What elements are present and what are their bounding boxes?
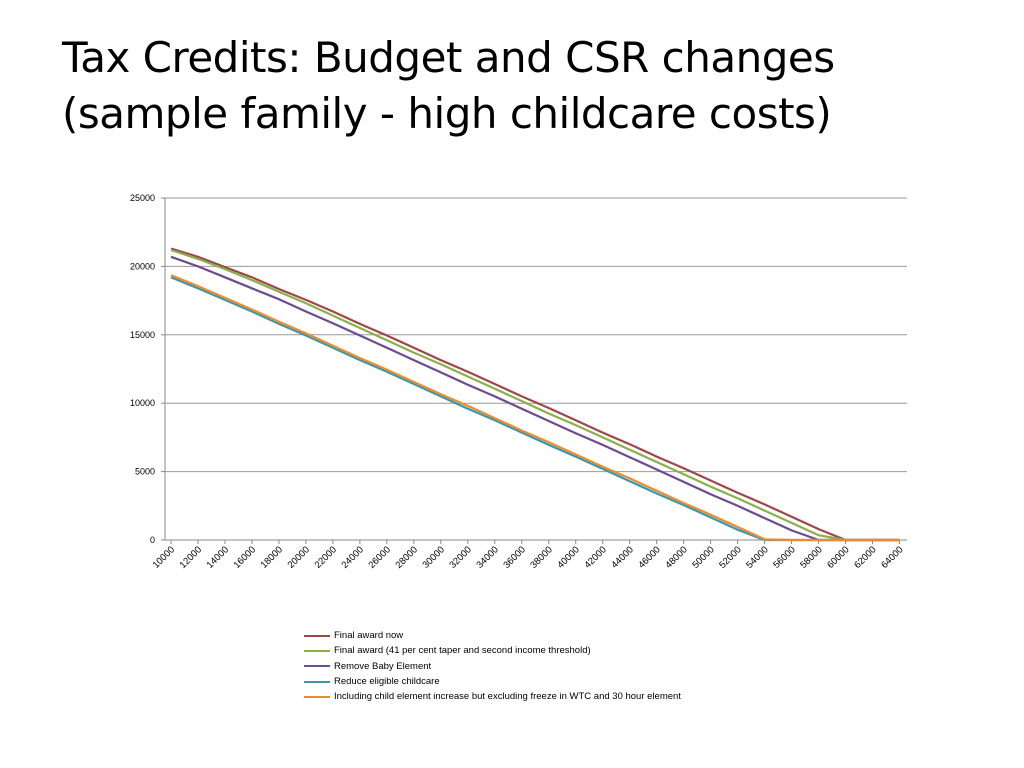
series-line-4 bbox=[170, 276, 900, 542]
legend-item: Final award now bbox=[304, 628, 681, 643]
series-line-3 bbox=[170, 255, 900, 542]
x-tick-label: 48000 bbox=[663, 544, 689, 570]
x-tick-label: 26000 bbox=[367, 544, 393, 570]
x-tick-label: 34000 bbox=[474, 544, 500, 570]
y-tick-label: 15000 bbox=[130, 330, 155, 340]
x-tick-label: 24000 bbox=[340, 544, 366, 570]
x-tick-label: 50000 bbox=[690, 544, 716, 570]
x-tick-label: 30000 bbox=[420, 544, 446, 570]
x-tick-label: 28000 bbox=[393, 544, 419, 570]
x-tick-label: 46000 bbox=[636, 544, 662, 570]
legend-label: Reduce eligible childcare bbox=[334, 676, 440, 688]
x-tick-label: 54000 bbox=[744, 544, 770, 570]
x-tick-label: 22000 bbox=[313, 544, 339, 570]
legend-item: Including child element increase but exc… bbox=[304, 689, 681, 704]
y-tick-label: 25000 bbox=[130, 193, 155, 203]
chart-legend: Final award now Final award (41 per cent … bbox=[304, 628, 681, 704]
series-line-5 bbox=[170, 274, 900, 542]
series-line-1 bbox=[170, 247, 900, 542]
x-tick-label: 42000 bbox=[582, 544, 608, 570]
x-tick-label: 32000 bbox=[447, 544, 473, 570]
x-tick-label: 12000 bbox=[178, 544, 204, 570]
legend-item: Final award (41 per cent taper and secon… bbox=[304, 643, 681, 658]
x-tick-label: 64000 bbox=[879, 544, 905, 570]
x-tick-label: 56000 bbox=[771, 544, 797, 570]
x-tick-label: 40000 bbox=[555, 544, 581, 570]
x-tick-label: 44000 bbox=[609, 544, 635, 570]
y-tick-label: 10000 bbox=[130, 398, 155, 408]
x-tick-label: 58000 bbox=[798, 544, 824, 570]
y-tick-label: 5000 bbox=[135, 467, 155, 477]
legend-swatch bbox=[304, 649, 330, 652]
x-tick-label: 14000 bbox=[205, 544, 231, 570]
x-tick-label: 16000 bbox=[232, 544, 258, 570]
x-tick-label: 62000 bbox=[852, 544, 878, 570]
legend-swatch bbox=[304, 695, 330, 698]
legend-swatch bbox=[304, 680, 330, 683]
slide-title: Tax Credits: Budget and CSR changes (sam… bbox=[62, 30, 1002, 142]
legend-label: Final award now bbox=[334, 630, 404, 642]
x-tick-label: 10000 bbox=[151, 544, 177, 570]
legend-swatch bbox=[304, 634, 330, 637]
x-tick-label: 36000 bbox=[501, 544, 527, 570]
legend-item: Reduce eligible childcare bbox=[304, 674, 681, 689]
legend-item: Remove Baby Element bbox=[304, 659, 681, 674]
x-tick-label: 20000 bbox=[286, 544, 312, 570]
series-line-2 bbox=[170, 248, 900, 542]
legend-label: Including child element increase but exc… bbox=[334, 691, 681, 703]
legend-label: Final award (41 per cent taper and secon… bbox=[334, 645, 591, 657]
x-tick-label: 60000 bbox=[825, 544, 851, 570]
slide-title-line-1: Tax Credits: Budget and CSR changes bbox=[62, 33, 835, 82]
legend-label: Remove Baby Element bbox=[334, 660, 432, 672]
x-tick-label: 52000 bbox=[717, 544, 743, 570]
slide-title-line-2: (sample family - high childcare costs) bbox=[62, 89, 832, 138]
y-tick-label: 20000 bbox=[130, 261, 155, 271]
y-tick-label: 0 bbox=[150, 535, 155, 545]
x-tick-label: 18000 bbox=[259, 544, 285, 570]
x-tick-label: 38000 bbox=[528, 544, 554, 570]
legend-swatch bbox=[304, 665, 330, 668]
